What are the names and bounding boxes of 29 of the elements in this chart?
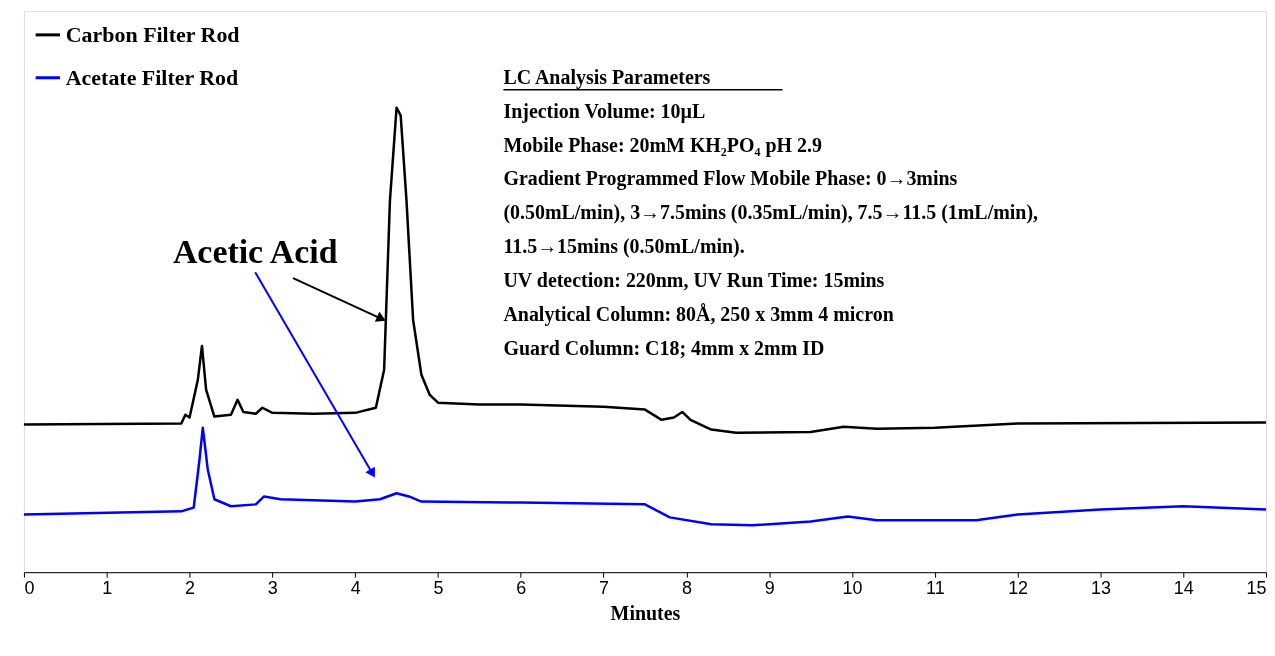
annotation: Mobile Phase: 20mM KH₂PO₄ pH 2.9 [503, 133, 822, 157]
annotation: Acetic Acid [172, 233, 338, 271]
annotation: UV detection: 220nm, UV Run Time: 15mins [503, 269, 885, 292]
text: LC Analysis Parameters [503, 65, 711, 89]
x-tick-label: 4 [350, 577, 361, 598]
legend-label: Acetate Filter Rod [65, 64, 239, 90]
x-tick-label: 1 [102, 577, 113, 598]
x-tick-label: 12 [1008, 577, 1029, 598]
annotation: 11.5→15mins (0.50mL/min). [503, 235, 745, 259]
annotation: (0.50mL/min), 3→7.5mins (0.35mL/min), 7.5→11.5 (1mL/min), [503, 201, 1039, 225]
annotation: Guard Column: C18; 4mm x 2mm ID [503, 336, 825, 359]
annotation: Injection Volume: 10µL [503, 99, 706, 123]
x-tick-label: 9 [764, 577, 775, 598]
x-tick-label: 2 [185, 577, 196, 598]
x-tick-label: 0 [24, 577, 35, 598]
x-tick-label: 6 [516, 577, 527, 598]
annotation: Analytical Column: 80Å, 250 x 3mm 4 micron [503, 302, 894, 326]
x-tick-label: 14 [1173, 577, 1194, 598]
x-tick-label: 3 [267, 577, 278, 598]
x-tick-label: 15 [1246, 577, 1267, 598]
x-tick-label: 5 [433, 577, 444, 598]
x-axis-title: Minutes [610, 601, 681, 624]
x-tick-label: 13 [1090, 577, 1111, 598]
x-tick-label: 10 [842, 577, 863, 598]
x-tick-label: 8 [681, 577, 692, 598]
x-tick-label: 11 [925, 577, 945, 598]
annotation: Gradient Programmed Flow Mobile Phase: 0→3mins [503, 167, 958, 191]
legend-label: Carbon Filter Rod [65, 21, 240, 47]
x-tick-label: 7 [599, 577, 610, 598]
